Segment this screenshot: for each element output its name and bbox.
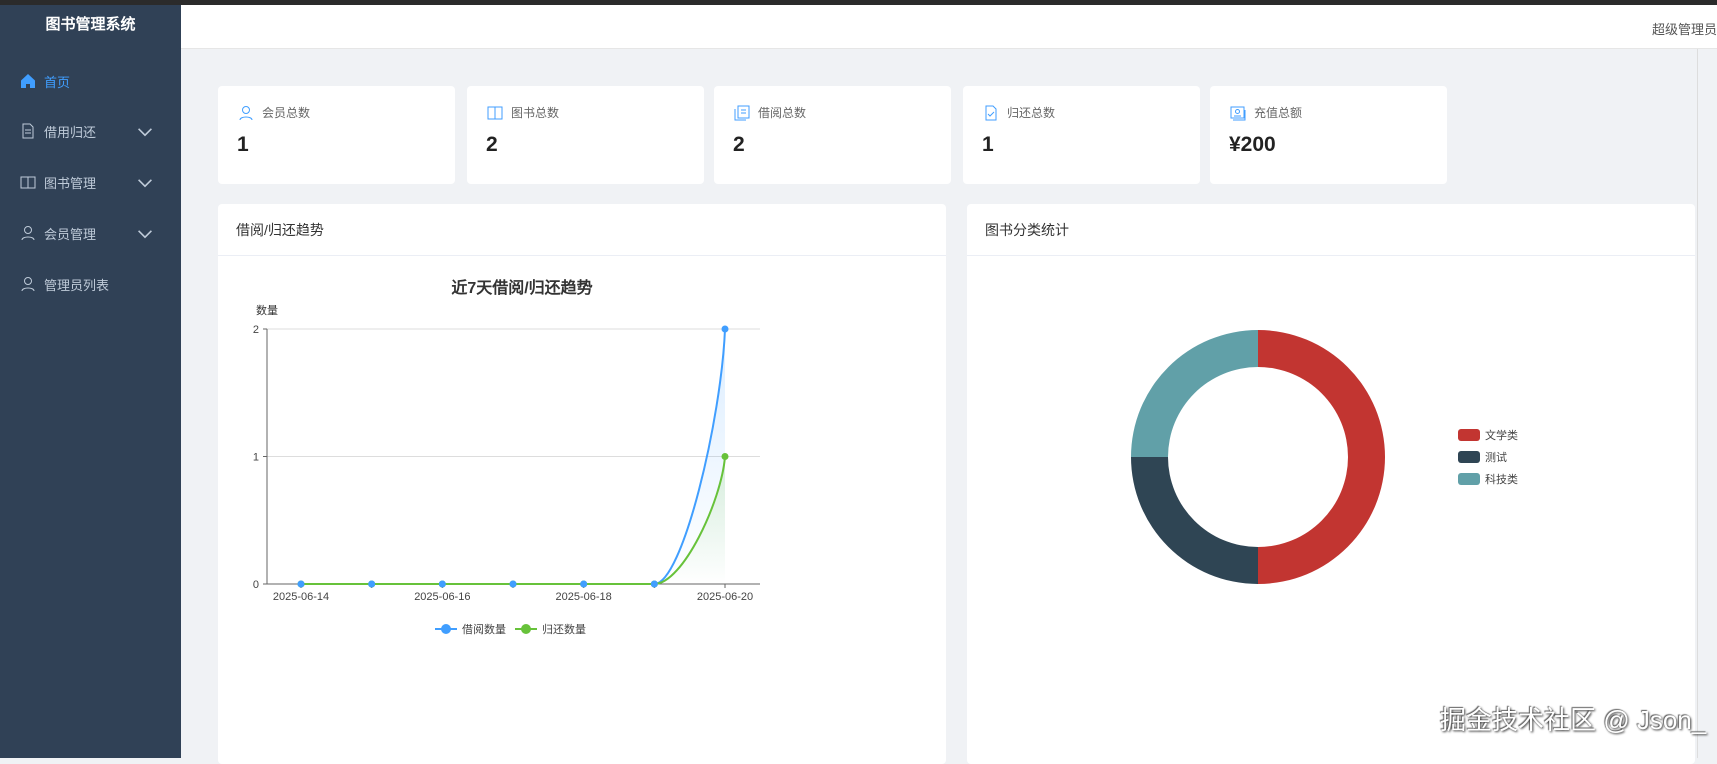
chevron-down-icon bbox=[138, 179, 152, 188]
data-point bbox=[721, 453, 729, 460]
sidebar: 图书管理系统 首页 借用归还 图书管理 会员管理 管理员列表 bbox=[0, 5, 181, 758]
series-area bbox=[301, 329, 725, 584]
panel-title: 借阅/归还趋势 bbox=[218, 204, 946, 256]
panel-title: 图书分类统计 bbox=[967, 204, 1695, 256]
chevron-down-icon bbox=[138, 230, 152, 239]
stat-card-returns: 归还总数 1 bbox=[963, 86, 1200, 184]
sidebar-item-label: 管理员列表 bbox=[44, 277, 110, 293]
sidebar-item-label: 图书管理 bbox=[44, 175, 97, 191]
data-point bbox=[297, 580, 305, 588]
window-top-bar bbox=[0, 0, 1717, 5]
data-point bbox=[438, 580, 446, 588]
legend-label: 科技类 bbox=[1485, 472, 1518, 486]
data-point bbox=[509, 580, 517, 588]
series-line bbox=[301, 456, 726, 586]
sidebar-item-borrow-return[interactable]: 借用归还 bbox=[0, 106, 181, 156]
document-icon bbox=[22, 123, 34, 139]
sidebar-item-book-management[interactable]: 图书管理 bbox=[0, 157, 181, 207]
wallet-icon bbox=[1230, 106, 1246, 120]
line-chart-title: 近7天借阅/归还趋势 bbox=[451, 278, 592, 297]
sidebar-item-admin-list[interactable]: 管理员列表 bbox=[0, 259, 181, 309]
legend-swatch bbox=[1458, 429, 1480, 441]
document-copy-icon bbox=[734, 105, 750, 120]
trend-panel: 借阅/归还趋势 bbox=[218, 204, 946, 764]
x-tick-label: 2025-06-16 bbox=[414, 591, 470, 603]
stat-label: 归还总数 bbox=[1007, 106, 1056, 120]
category-panel: 图书分类统计 bbox=[967, 204, 1695, 764]
legend-swatch bbox=[1458, 451, 1480, 463]
legend-label: 借阅数量 bbox=[462, 623, 506, 636]
sidebar-item-home[interactable]: 首页 bbox=[0, 56, 181, 106]
y-tick-label: 1 bbox=[253, 452, 259, 464]
stat-value: 1 bbox=[982, 133, 994, 156]
stat-card-recharge: 充值总额 ¥200 bbox=[1210, 86, 1447, 184]
legend-swatch bbox=[1458, 473, 1480, 485]
book-icon bbox=[20, 176, 36, 189]
legend-marker bbox=[521, 624, 531, 634]
stat-label: 借阅总数 bbox=[758, 106, 807, 120]
stat-label: 充值总额 bbox=[1254, 106, 1303, 120]
scrollbar[interactable] bbox=[1697, 49, 1717, 758]
app-title: 图书管理系统 bbox=[45, 16, 136, 33]
sidebar-item-label: 借用归还 bbox=[44, 124, 97, 140]
book-icon bbox=[487, 106, 503, 119]
watermark: 掘金技术社区 @ Json_ bbox=[1440, 705, 1707, 735]
stat-value: 2 bbox=[486, 133, 498, 156]
user-menu[interactable]: 超级管理员 bbox=[1651, 22, 1717, 37]
pie-slice bbox=[1131, 330, 1258, 457]
series-area bbox=[301, 456, 725, 584]
data-point bbox=[580, 580, 588, 588]
stat-label: 会员总数 bbox=[262, 106, 311, 120]
pie-slice bbox=[1258, 330, 1385, 584]
x-tick-label: 2025-06-20 bbox=[697, 591, 753, 603]
chevron-down-icon bbox=[138, 128, 152, 137]
x-tick-label: 2025-06-18 bbox=[556, 591, 612, 603]
sidebar-item-member-management[interactable]: 会员管理 bbox=[0, 208, 181, 258]
stat-label: 图书总数 bbox=[511, 106, 560, 120]
stat-value: ¥200 bbox=[1229, 133, 1276, 156]
document-checked-icon bbox=[985, 105, 997, 120]
pie-slice bbox=[1131, 457, 1258, 584]
stat-card-borrows: 借阅总数 2 bbox=[714, 86, 951, 184]
legend-label: 文学类 bbox=[1485, 428, 1518, 442]
stat-card-books: 图书总数 2 bbox=[467, 86, 704, 184]
top-header: 超级管理员 bbox=[181, 5, 1717, 49]
sidebar-item-label: 首页 bbox=[44, 74, 71, 90]
user-icon bbox=[21, 226, 35, 241]
stat-card-members: 会员总数 1 bbox=[218, 86, 455, 184]
stat-value: 2 bbox=[733, 133, 745, 156]
y-axis-label: 数量 bbox=[256, 304, 278, 317]
x-tick-label: 2025-06-14 bbox=[273, 591, 329, 603]
stat-value: 1 bbox=[237, 133, 249, 156]
data-point bbox=[650, 580, 658, 588]
y-tick-label: 2 bbox=[253, 324, 259, 336]
sidebar-item-label: 会员管理 bbox=[44, 226, 97, 242]
line-chart: 0 1 2 2025-06-14 2025-06-16 2025-06-18 2025-06… bbox=[253, 324, 760, 636]
legend-label: 测试 bbox=[1485, 451, 1507, 464]
y-tick-label: 0 bbox=[253, 579, 259, 591]
home-icon bbox=[21, 74, 35, 88]
user-icon bbox=[239, 105, 253, 120]
legend-label: 归还数量 bbox=[542, 622, 586, 636]
user-icon bbox=[21, 277, 35, 292]
data-point bbox=[368, 580, 376, 588]
legend-marker bbox=[441, 624, 451, 634]
data-point bbox=[721, 325, 729, 333]
